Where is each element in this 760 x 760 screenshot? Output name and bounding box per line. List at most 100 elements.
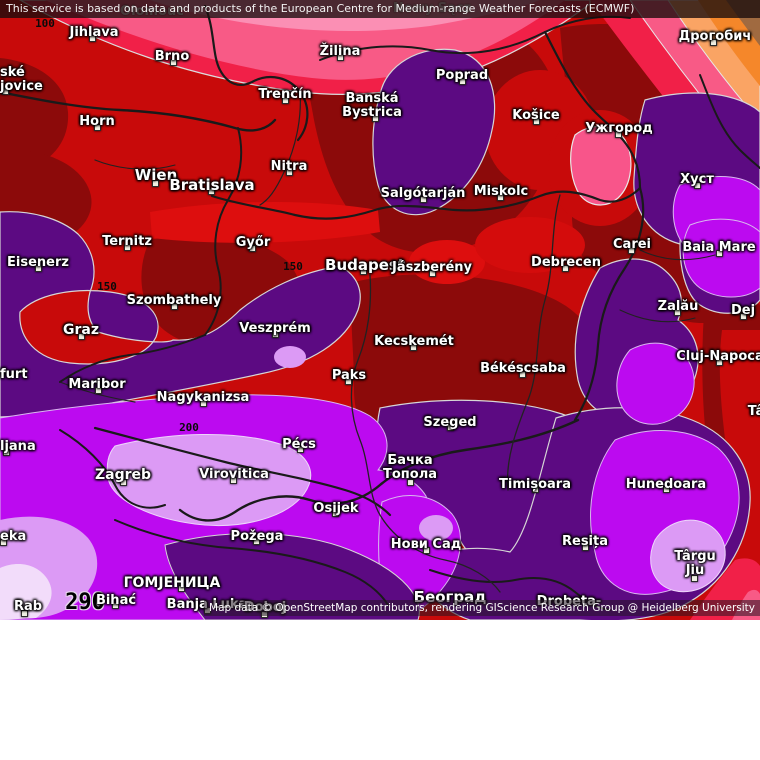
city-label-zalau: Zalău (657, 299, 699, 314)
city-label-hunedoara: Hunedoara (625, 477, 707, 492)
city-marker-cluj-napoca (715, 358, 723, 366)
city-marker-khust (693, 181, 701, 189)
city-label-paks: Paks (331, 368, 367, 383)
city-label-brno: Brno (154, 49, 190, 64)
city-label-drohobych: Дрогобич (678, 29, 752, 44)
city-label-cluj-napoca: Cluj-Napoca (676, 349, 760, 364)
city-label-pecs: Pécs (282, 437, 316, 452)
precipitation-field-svg (0, 0, 760, 620)
city-marker-brno (169, 58, 177, 66)
city-marker-backa-topola (406, 478, 414, 486)
city-label-carei: Carei (613, 237, 651, 252)
city-marker-budapest (359, 267, 367, 275)
city-marker-banska-bystrica (371, 114, 379, 122)
city-marker-virovitica (229, 476, 237, 484)
city-marker-bekescsaba (518, 370, 526, 378)
city-label-kecskemet: Kecskemét (374, 334, 454, 349)
city-label-nitra: Nitra (270, 159, 308, 174)
city-marker-ceske-budejovice (1, 87, 9, 95)
city-marker-baia-mare (715, 249, 723, 257)
city-marker-drohobych (709, 38, 717, 46)
city-marker-gomjenica (177, 584, 185, 592)
city-label-resita: Resița (561, 534, 609, 549)
city-marker-graz (77, 332, 85, 340)
country-borders (0, 4, 760, 611)
contour-label-150: 150 (283, 260, 303, 273)
city-marker-wien (151, 179, 159, 187)
city-marker-jihlava (88, 34, 96, 42)
city-marker-resita (581, 543, 589, 551)
city-marker-zagreb (119, 478, 127, 486)
city-marker-kecskemet (409, 343, 417, 351)
city-label-salgotarjan: Salgótarján (380, 186, 466, 201)
city-marker-uzhhorod (614, 130, 622, 138)
city-marker-salgotarjan (419, 195, 427, 203)
city-marker-zalau (673, 308, 681, 316)
city-marker-trencin (281, 96, 289, 104)
city-label-ternitz: Ternitz (102, 234, 152, 249)
city-marker-miskolc (496, 193, 504, 201)
city-label-wien: Wien (134, 166, 178, 184)
city-marker-nagykanizsa (199, 399, 207, 407)
city-label-banska-bystrica: Banská Bystrica (342, 91, 402, 120)
city-label-targu-jiu: Târgu Jiu (674, 549, 716, 578)
city-label-poprad: Poprad (435, 68, 489, 83)
city-label-ljubljana: ljana (0, 439, 36, 454)
city-label-khust: Хуст (680, 172, 714, 187)
city-label-gyor: Győr (235, 235, 271, 250)
city-label-dej: Dej (730, 303, 756, 318)
city-label-bihac: Bihać (95, 593, 137, 608)
city-label-miskolc: Miskolc (473, 184, 529, 199)
city-marker-pozega (252, 537, 260, 545)
city-marker-maribor (94, 386, 102, 394)
rivers-admin-lines (59, 91, 716, 593)
city-marker-timisoara (531, 485, 539, 493)
contour-label-200: 200 (179, 421, 199, 434)
city-marker-carei (627, 246, 635, 254)
contour-label-290: 290 (65, 590, 105, 615)
city-marker-dej (739, 312, 747, 320)
city-marker-debrecen (561, 264, 569, 272)
city-marker-rijeka (0, 538, 7, 546)
city-label-veszprem: Veszprém (239, 321, 311, 336)
city-label-graz: Graz (63, 322, 99, 338)
city-marker-ljubljana (2, 448, 10, 456)
city-marker-szeged (446, 423, 454, 431)
city-marker-pecs (296, 445, 304, 453)
city-label-klagenfurt: furt (0, 367, 28, 382)
city-marker-szombathely (170, 302, 178, 310)
city-label-virovitica: Virovitica (199, 467, 269, 482)
city-label-zagreb: Zagreb (94, 467, 152, 483)
city-label-novi-sad: Нови Сад (390, 537, 462, 552)
city-label-szeged: Szeged (423, 415, 477, 430)
city-label-gomjenica: ГОМЈЕНИЦА (123, 575, 221, 591)
precipitation-map[interactable]: Jihlava Brno Žilina Poprad Košice Ужгород Дрог… (0, 0, 760, 620)
city-marker-eisenerz (34, 264, 42, 272)
city-marker-poprad (458, 77, 466, 85)
city-marker-ternitz (123, 243, 131, 251)
city-marker-nitra (285, 168, 293, 176)
city-label-timisoara: Timișoara (499, 477, 571, 492)
city-label-zilina: Žilina (319, 44, 361, 59)
city-marker-bratislava (207, 187, 215, 195)
city-label-jihlava: Jihlava (69, 25, 119, 40)
city-marker-gyor (248, 244, 256, 252)
city-label-trencin: Trenčín (258, 87, 312, 102)
city-label-budapest: Budapest (325, 256, 405, 274)
city-label-kosice: Košice (512, 108, 560, 123)
city-label-pozega: Požega (230, 529, 284, 544)
city-label-horn: Horn (79, 114, 115, 129)
city-label-baia-mare: Baia Mare (682, 240, 756, 255)
city-label-jaszbereny: Jászberény (392, 260, 472, 275)
city-marker-hunedoara (662, 485, 670, 493)
city-marker-osijek (331, 509, 339, 517)
city-label-debrecen: Debrecen (531, 255, 601, 270)
city-marker-paks (344, 377, 352, 385)
city-marker-bihac (111, 601, 119, 609)
city-label-maribor: Maribor (68, 377, 126, 392)
city-marker-rab (20, 609, 28, 617)
ecmwf-disclaimer-bar: This service is based on data and produc… (0, 0, 760, 18)
contour-label-150: 150 (97, 280, 117, 293)
city-marker-kosice (532, 117, 540, 125)
